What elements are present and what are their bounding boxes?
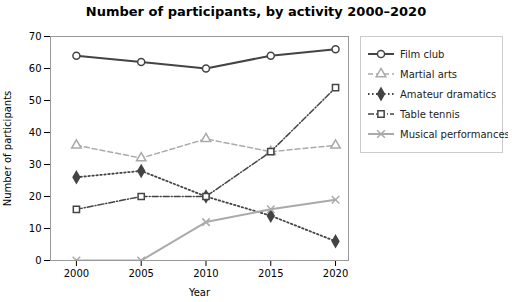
svg-text:60: 60 xyxy=(29,63,42,74)
svg-text:Musical performances: Musical performances xyxy=(400,129,508,140)
svg-text:10: 10 xyxy=(29,223,42,234)
svg-text:2010: 2010 xyxy=(193,268,218,279)
svg-text:2020: 2020 xyxy=(323,268,348,279)
svg-text:Number of participants: Number of participants xyxy=(2,91,13,207)
svg-text:70: 70 xyxy=(29,31,42,42)
svg-text:30: 30 xyxy=(29,159,42,170)
svg-text:Year: Year xyxy=(188,287,211,298)
svg-text:50: 50 xyxy=(29,95,42,106)
svg-text:40: 40 xyxy=(29,127,42,138)
svg-text:2005: 2005 xyxy=(128,268,153,279)
svg-text:20: 20 xyxy=(29,191,42,202)
html-text:Number of participants, by act: Number of participants, by activity 2000… xyxy=(85,4,427,19)
svg-text:Martial arts: Martial arts xyxy=(400,69,457,80)
svg-text:0: 0 xyxy=(35,255,41,266)
svg-text:Film club: Film club xyxy=(400,49,444,60)
svg-text:2000: 2000 xyxy=(64,268,89,279)
svg-text:Amateur dramatics: Amateur dramatics xyxy=(400,89,496,100)
svg-text:Table tennis: Table tennis xyxy=(399,109,460,120)
svg-text:2015: 2015 xyxy=(258,268,283,279)
